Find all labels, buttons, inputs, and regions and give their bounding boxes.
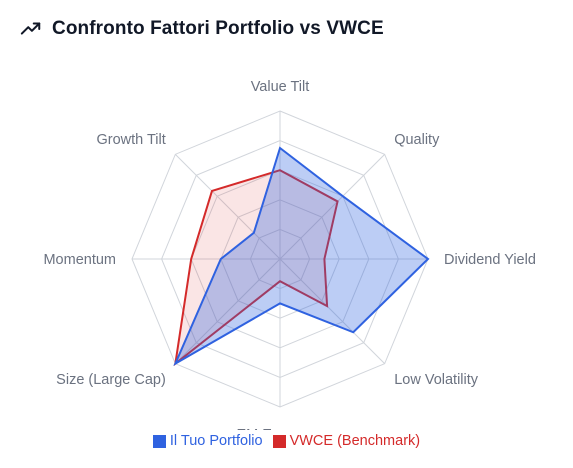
axis-label: Value Tilt [251,79,310,95]
legend-item-portfolio[interactable]: Il Tuo Portfolio [152,433,263,449]
axis-label: Dividend Yield [444,252,536,268]
legend-swatch [152,434,166,448]
grid-spoke [279,258,386,365]
radar-chart: Value Tilt Quality Dividend Yield Low Volat… [43,79,536,430]
grid-spoke [279,153,386,260]
axis-label: Size (Large Cap) [56,372,166,388]
axis-label: Momentum [43,252,116,268]
trending-up-icon [20,18,42,40]
chart-legend: Il Tuo Portfolio VWCE (Benchmark) [0,433,573,449]
axis-label: Growth Tilt [96,132,165,148]
chart-title: Confronto Fattori Portfolio vs VWCE [52,18,384,39]
chart-header: Confronto Fattori Portfolio vs VWCE [20,18,384,40]
legend-item-benchmark[interactable]: VWCE (Benchmark) [272,433,421,449]
grid-spoke [174,258,281,365]
legend-label: Il Tuo Portfolio [169,433,263,449]
axis-label: Quality [394,132,440,148]
legend-label: VWCE (Benchmark) [289,433,421,449]
axis-label: Low Volatility [394,372,479,388]
axis-label: EM Exposure [236,427,323,430]
series-area-portfolio [173,146,430,367]
grid-spoke [174,153,281,260]
series-area-benchmark [173,169,339,367]
legend-swatch [272,434,286,448]
